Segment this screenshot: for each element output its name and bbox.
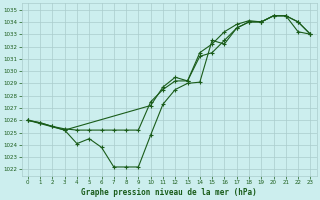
X-axis label: Graphe pression niveau de la mer (hPa): Graphe pression niveau de la mer (hPa): [81, 188, 257, 197]
